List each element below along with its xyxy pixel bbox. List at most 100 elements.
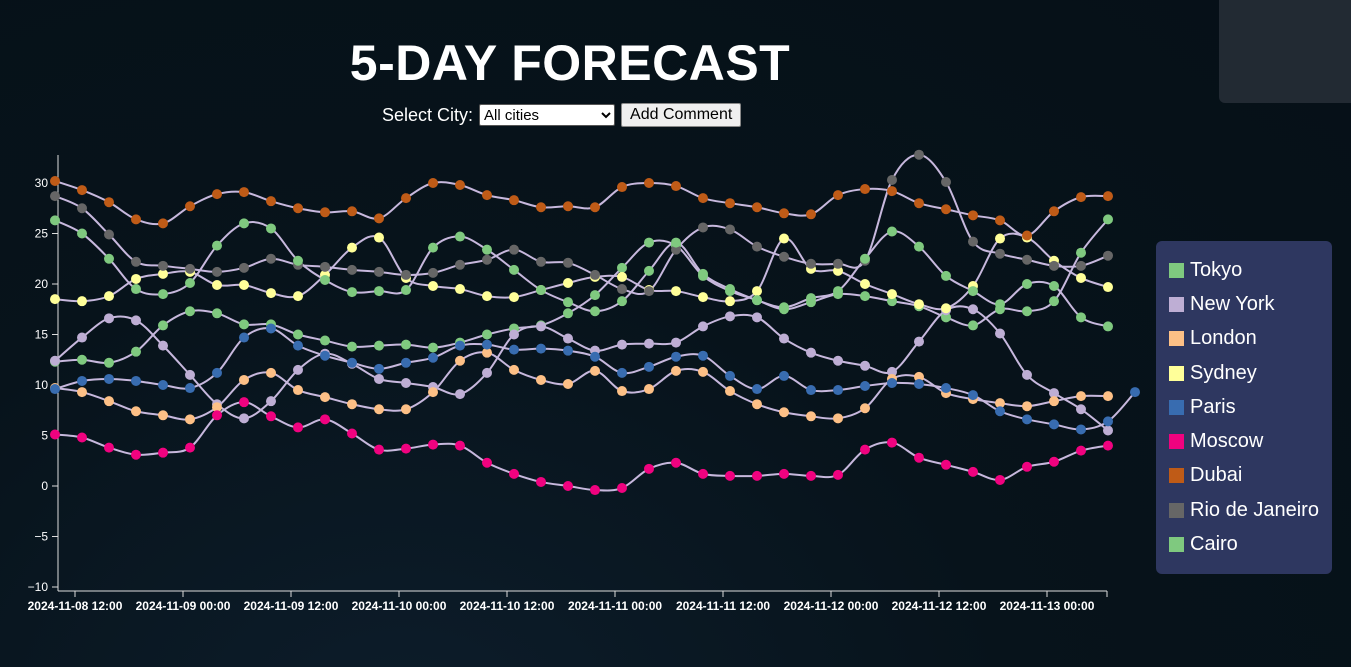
point-tokyo[interactable] (860, 291, 870, 302)
point-london[interactable] (644, 384, 654, 395)
point-new-york[interactable] (887, 366, 897, 377)
point-tokyo[interactable] (644, 237, 654, 248)
point-cairo[interactable] (725, 284, 735, 295)
point-new-york[interactable] (158, 340, 168, 351)
point-cairo[interactable] (995, 299, 1005, 310)
point-paris[interactable] (428, 352, 438, 363)
point-paris[interactable] (374, 363, 384, 374)
point-cairo[interactable] (563, 297, 573, 308)
point-paris[interactable] (725, 370, 735, 381)
point-paris[interactable] (455, 340, 465, 351)
point-london[interactable] (698, 366, 708, 377)
point-moscow[interactable] (428, 439, 438, 450)
point-moscow[interactable] (536, 476, 546, 487)
point-new-york[interactable] (239, 413, 249, 424)
point-paris[interactable] (833, 385, 843, 396)
point-dubai[interactable] (239, 187, 249, 198)
point-london[interactable] (428, 387, 438, 398)
point-london[interactable] (1049, 396, 1059, 407)
point-dubai[interactable] (833, 190, 843, 201)
point-new-york[interactable] (644, 338, 654, 349)
point-dubai[interactable] (644, 178, 654, 188)
point-dubai[interactable] (1076, 192, 1086, 203)
point-cairo[interactable] (131, 284, 141, 295)
point-sydney[interactable] (239, 280, 249, 291)
point-rio-de-janeiro[interactable] (374, 266, 384, 277)
point-paris[interactable] (914, 378, 924, 389)
point-rio-de-janeiro[interactable] (1076, 260, 1086, 271)
point-cairo[interactable] (644, 265, 654, 276)
point-london[interactable] (320, 392, 330, 403)
point-cairo[interactable] (428, 242, 438, 253)
point-sydney[interactable] (563, 277, 573, 288)
point-tokyo[interactable] (212, 308, 222, 319)
point-sydney[interactable] (293, 291, 303, 302)
point-paris[interactable] (104, 373, 114, 384)
point-cairo[interactable] (104, 253, 114, 264)
point-tokyo[interactable] (239, 319, 249, 330)
point-dubai[interactable] (698, 193, 708, 204)
point-rio-de-janeiro[interactable] (509, 244, 519, 255)
point-cairo[interactable] (77, 228, 87, 239)
point-moscow[interactable] (293, 422, 303, 433)
point-new-york[interactable] (833, 355, 843, 366)
point-rio-de-janeiro[interactable] (158, 260, 168, 271)
point-london[interactable] (833, 413, 843, 424)
point-paris[interactable] (887, 377, 897, 388)
point-paris[interactable] (347, 357, 357, 368)
point-moscow[interactable] (104, 442, 114, 453)
point-tokyo[interactable] (401, 339, 411, 350)
point-cairo[interactable] (401, 285, 411, 296)
point-new-york[interactable] (860, 360, 870, 371)
point-london[interactable] (482, 347, 492, 358)
point-new-york[interactable] (1022, 369, 1032, 380)
point-dubai[interactable] (509, 195, 519, 206)
point-paris[interactable] (1049, 419, 1059, 430)
point-london[interactable] (347, 399, 357, 410)
point-dubai[interactable] (374, 213, 384, 224)
point-london[interactable] (563, 378, 573, 389)
point-rio-de-janeiro[interactable] (212, 266, 222, 277)
point-new-york[interactable] (671, 337, 681, 348)
point-paris[interactable] (266, 323, 276, 334)
point-dubai[interactable] (428, 178, 438, 188)
point-tokyo[interactable] (347, 341, 357, 352)
point-new-york[interactable] (536, 321, 546, 332)
point-new-york[interactable] (698, 321, 708, 332)
point-rio-de-janeiro[interactable] (644, 286, 654, 297)
point-moscow[interactable] (590, 485, 600, 496)
point-tokyo[interactable] (320, 335, 330, 346)
point-tokyo[interactable] (887, 296, 897, 307)
point-moscow[interactable] (212, 410, 222, 421)
point-london[interactable] (293, 385, 303, 396)
point-moscow[interactable] (320, 414, 330, 425)
point-moscow[interactable] (860, 444, 870, 455)
legend-item-new-york[interactable]: New York (1169, 287, 1332, 321)
point-dubai[interactable] (158, 218, 168, 229)
point-new-york[interactable] (752, 312, 762, 323)
point-sydney[interactable] (374, 232, 384, 243)
point-moscow[interactable] (239, 397, 249, 408)
point-moscow[interactable] (158, 447, 168, 458)
point-london[interactable] (77, 387, 87, 398)
point-new-york[interactable] (1103, 425, 1113, 436)
point-cairo[interactable] (266, 223, 276, 234)
point-moscow[interactable] (644, 463, 654, 474)
point-paris[interactable] (1130, 387, 1140, 398)
point-paris[interactable] (509, 344, 519, 355)
point-tokyo[interactable] (941, 312, 951, 323)
point-rio-de-janeiro[interactable] (833, 258, 843, 269)
point-paris[interactable] (806, 385, 816, 396)
point-new-york[interactable] (77, 332, 87, 343)
point-dubai[interactable] (320, 207, 330, 218)
point-rio-de-janeiro[interactable] (995, 248, 1005, 259)
point-dubai[interactable] (725, 198, 735, 209)
point-moscow[interactable] (671, 457, 681, 468)
legend-item-moscow[interactable]: Moscow (1169, 424, 1332, 458)
point-dubai[interactable] (50, 175, 60, 186)
point-tokyo[interactable] (617, 262, 627, 273)
point-rio-de-janeiro[interactable] (1103, 250, 1113, 261)
point-rio-de-janeiro[interactable] (428, 267, 438, 278)
legend-item-rio-de-janeiro[interactable]: Rio de Janeiro (1169, 493, 1332, 527)
point-new-york[interactable] (104, 313, 114, 324)
